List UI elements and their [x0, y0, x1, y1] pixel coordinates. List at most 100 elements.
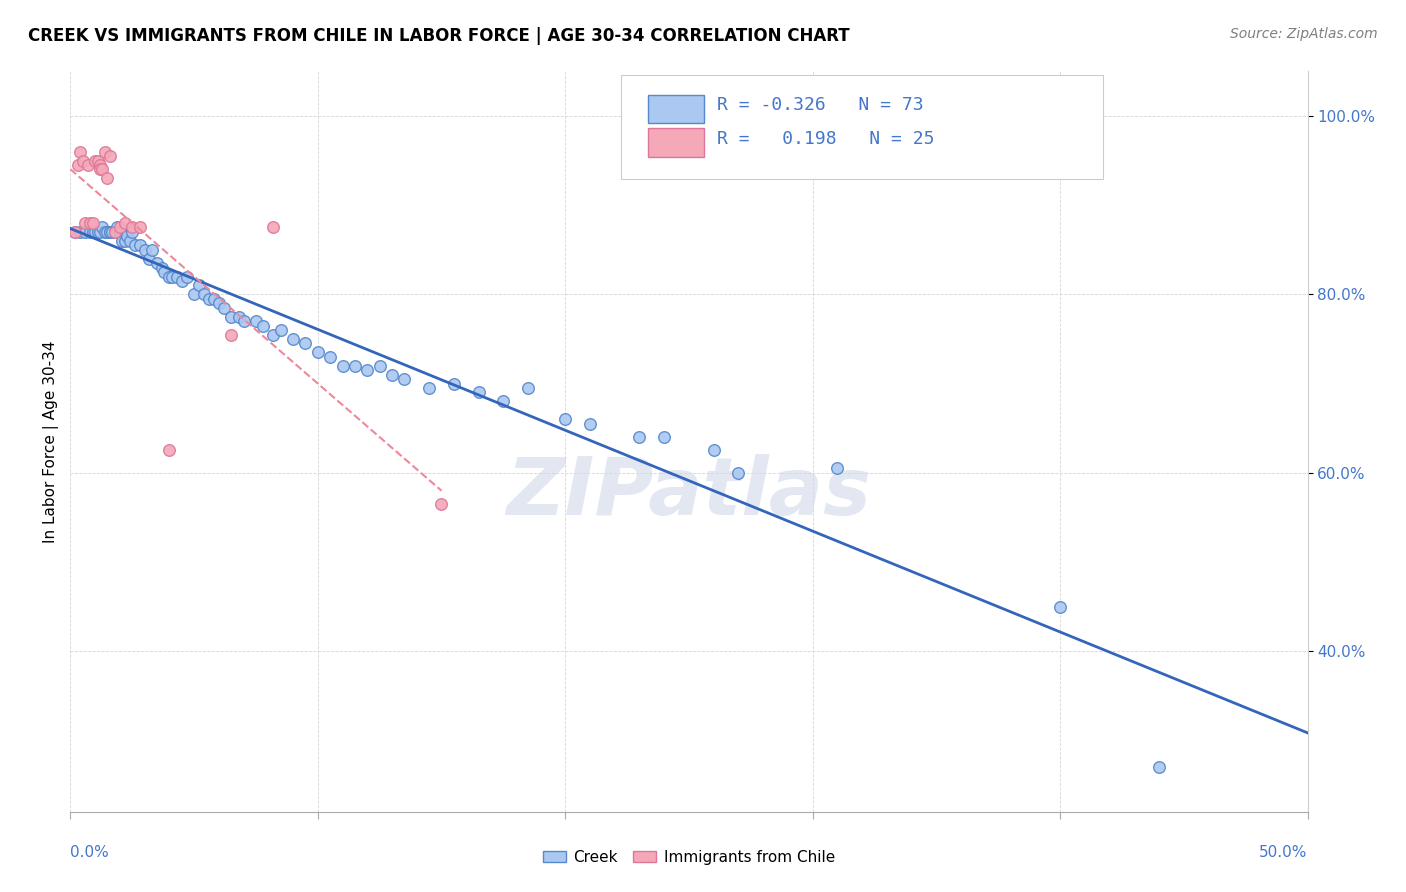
Point — [98, 225, 121, 239]
Point — [356, 363, 378, 377]
Point — [105, 220, 128, 235]
Point — [121, 220, 143, 235]
Point — [170, 274, 193, 288]
Point — [579, 417, 602, 431]
Text: Source: ZipAtlas.com: Source: ZipAtlas.com — [1230, 27, 1378, 41]
Point — [114, 216, 136, 230]
Point — [166, 269, 188, 284]
Point — [176, 269, 198, 284]
Point — [652, 430, 675, 444]
Point — [208, 296, 231, 310]
Point — [228, 310, 250, 324]
Text: 0.0%: 0.0% — [70, 845, 110, 860]
Point — [262, 220, 284, 235]
Point — [94, 145, 117, 159]
Point — [69, 225, 91, 239]
Point — [332, 359, 354, 373]
Point — [368, 359, 391, 373]
Point — [86, 153, 108, 168]
Point — [128, 220, 150, 235]
Point — [96, 171, 118, 186]
Point — [65, 225, 87, 239]
Legend: Creek, Immigrants from Chile: Creek, Immigrants from Chile — [537, 844, 841, 871]
Point — [65, 225, 87, 239]
Point — [146, 256, 169, 270]
Point — [157, 443, 180, 458]
Point — [66, 158, 89, 172]
Point — [281, 332, 304, 346]
Point — [128, 238, 150, 252]
Point — [827, 461, 849, 475]
Point — [343, 359, 366, 373]
Point — [114, 234, 136, 248]
Point — [153, 265, 176, 279]
Point — [138, 252, 160, 266]
Point — [94, 225, 117, 239]
Point — [430, 497, 453, 511]
Point — [394, 372, 416, 386]
Point — [418, 381, 440, 395]
Text: CREEK VS IMMIGRANTS FROM CHILE IN LABOR FORCE | AGE 30-34 CORRELATION CHART: CREEK VS IMMIGRANTS FROM CHILE IN LABOR … — [28, 27, 849, 45]
FancyBboxPatch shape — [621, 75, 1104, 178]
Point — [150, 260, 173, 275]
Point — [111, 234, 134, 248]
Point — [91, 162, 114, 177]
Point — [75, 216, 97, 230]
Point — [108, 225, 131, 239]
Text: ZIPatlas: ZIPatlas — [506, 454, 872, 533]
Point — [121, 225, 143, 239]
Point — [89, 225, 111, 239]
Y-axis label: In Labor Force | Age 30-34: In Labor Force | Age 30-34 — [44, 340, 59, 543]
Point — [72, 153, 94, 168]
Text: 50.0%: 50.0% — [1260, 845, 1308, 860]
Point — [134, 243, 156, 257]
Point — [307, 345, 329, 359]
Point — [96, 225, 118, 239]
Point — [118, 234, 141, 248]
Point — [89, 162, 111, 177]
Point — [517, 381, 540, 395]
Point — [628, 430, 651, 444]
Point — [82, 216, 104, 230]
Point — [91, 220, 114, 235]
Point — [212, 301, 235, 315]
Point — [188, 278, 211, 293]
Point — [183, 287, 205, 301]
Point — [381, 368, 404, 382]
Point — [443, 376, 465, 391]
Point — [160, 269, 183, 284]
Point — [270, 323, 292, 337]
Point — [124, 238, 146, 252]
Point — [727, 466, 749, 480]
Point — [1147, 760, 1170, 774]
Point — [79, 216, 101, 230]
Point — [89, 158, 111, 172]
Point — [98, 225, 121, 239]
Point — [198, 292, 221, 306]
Point — [104, 225, 127, 239]
Point — [319, 350, 342, 364]
Point — [115, 229, 138, 244]
Point — [232, 314, 254, 328]
Point — [76, 158, 98, 172]
Text: R =   0.198   N = 25: R = 0.198 N = 25 — [717, 130, 935, 148]
Point — [104, 225, 127, 239]
Point — [262, 327, 284, 342]
Point — [219, 310, 242, 324]
Point — [703, 443, 725, 458]
Point — [467, 385, 489, 400]
Point — [84, 225, 107, 239]
Point — [69, 145, 91, 159]
Point — [84, 153, 107, 168]
Point — [252, 318, 274, 333]
Point — [101, 225, 124, 239]
Point — [108, 220, 131, 235]
Point — [98, 149, 121, 163]
Text: R = -0.326   N = 73: R = -0.326 N = 73 — [717, 95, 924, 113]
Point — [294, 336, 316, 351]
FancyBboxPatch shape — [648, 128, 704, 156]
FancyBboxPatch shape — [648, 95, 704, 123]
Point — [202, 292, 225, 306]
Point — [75, 225, 97, 239]
Point — [193, 287, 215, 301]
